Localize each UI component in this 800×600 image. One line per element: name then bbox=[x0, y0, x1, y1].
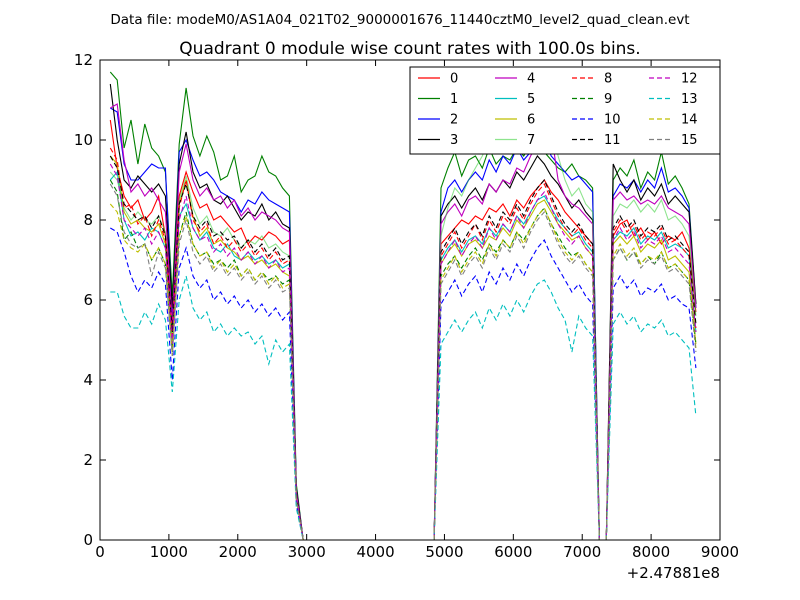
x-tick-label: 2000 bbox=[219, 543, 257, 561]
series-line-15 bbox=[109, 183, 697, 540]
x-tick-label: 7000 bbox=[563, 543, 601, 561]
legend-label-13: 13 bbox=[681, 92, 698, 107]
x-offset-label: +2.47881e8 bbox=[627, 564, 720, 582]
legend-label-2: 2 bbox=[450, 113, 458, 128]
chart-suptitle: Data file: modeM0/AS1A04_021T02_90000016… bbox=[110, 12, 689, 28]
x-tick-label: 0 bbox=[95, 543, 105, 561]
x-tick-label: 4000 bbox=[356, 543, 394, 561]
series-line-11 bbox=[109, 155, 697, 540]
x-tick-label: 5000 bbox=[425, 543, 463, 561]
y-tick-label: 12 bbox=[74, 51, 93, 69]
y-tick-label: 8 bbox=[83, 211, 93, 229]
y-tick-label: 10 bbox=[74, 131, 93, 149]
x-tick-label: 1000 bbox=[150, 543, 188, 561]
series-line-7 bbox=[109, 99, 697, 540]
legend-label-8: 8 bbox=[604, 72, 612, 87]
legend-label-6: 6 bbox=[527, 113, 535, 128]
y-tick-label: 4 bbox=[83, 371, 93, 389]
series-line-13 bbox=[110, 275, 697, 540]
chart-title: Quadrant 0 module wise count rates with … bbox=[179, 39, 640, 59]
x-tick-label: 8000 bbox=[632, 543, 670, 561]
series-line-8 bbox=[109, 147, 697, 540]
x-tick-label: 6000 bbox=[494, 543, 532, 561]
legend-label-1: 1 bbox=[450, 92, 458, 107]
series-line-0 bbox=[109, 119, 697, 540]
legend-label-12: 12 bbox=[681, 72, 698, 87]
legend-label-15: 15 bbox=[681, 133, 698, 148]
y-tick-label: 6 bbox=[83, 291, 93, 309]
legend-label-0: 0 bbox=[450, 72, 458, 87]
legend-label-7: 7 bbox=[527, 133, 535, 148]
series-layer bbox=[109, 71, 697, 540]
legend-label-4: 4 bbox=[527, 72, 535, 87]
y-tick-label: 0 bbox=[83, 531, 93, 549]
x-tick-label: 3000 bbox=[288, 543, 326, 561]
series-line-12 bbox=[109, 163, 697, 540]
series-line-4 bbox=[110, 103, 697, 540]
series-line-1 bbox=[109, 71, 697, 540]
series-line-14 bbox=[109, 203, 697, 540]
legend-label-14: 14 bbox=[681, 113, 698, 128]
series-line-10 bbox=[110, 227, 697, 540]
legend-label-3: 3 bbox=[450, 133, 458, 148]
series-line-3 bbox=[109, 83, 697, 540]
axes-layer: 0 1000 2000 3000 4000 5000 6000 7000 8000 9000 0 2 4… bbox=[74, 51, 739, 561]
x-tick-label: 9000 bbox=[701, 543, 739, 561]
y-tick-label: 2 bbox=[83, 451, 93, 469]
series-line-5 bbox=[109, 170, 697, 540]
legend-label-11: 11 bbox=[604, 133, 621, 148]
legend-label-9: 9 bbox=[604, 92, 612, 107]
legend-label-10: 10 bbox=[604, 113, 621, 128]
legend-label-5: 5 bbox=[527, 92, 535, 107]
